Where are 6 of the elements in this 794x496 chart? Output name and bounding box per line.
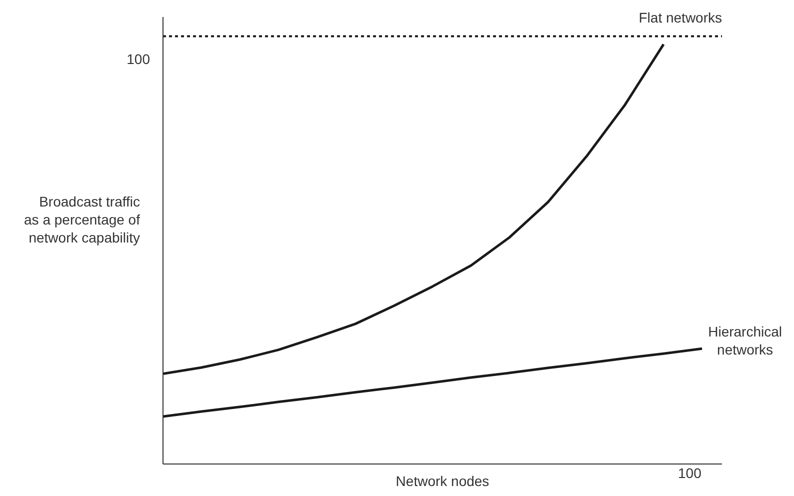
series-label: Hierarchical networks: [708, 324, 782, 358]
text: Flat networks: [638, 9, 722, 26]
text: 100: [678, 465, 702, 481]
y-axis-title: Broadcast traffic as a percentage of network capability: [24, 194, 140, 246]
text: 100: [126, 51, 150, 67]
x-axis-title: Network nodes: [396, 473, 490, 489]
